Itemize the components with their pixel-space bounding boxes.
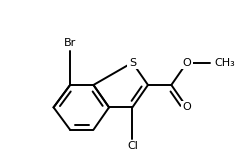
Text: O: O [183,102,191,112]
Text: CH₃: CH₃ [214,58,235,68]
Text: Br: Br [64,38,76,48]
Text: S: S [129,58,136,68]
Text: O: O [183,58,191,68]
Text: Cl: Cl [127,141,138,151]
